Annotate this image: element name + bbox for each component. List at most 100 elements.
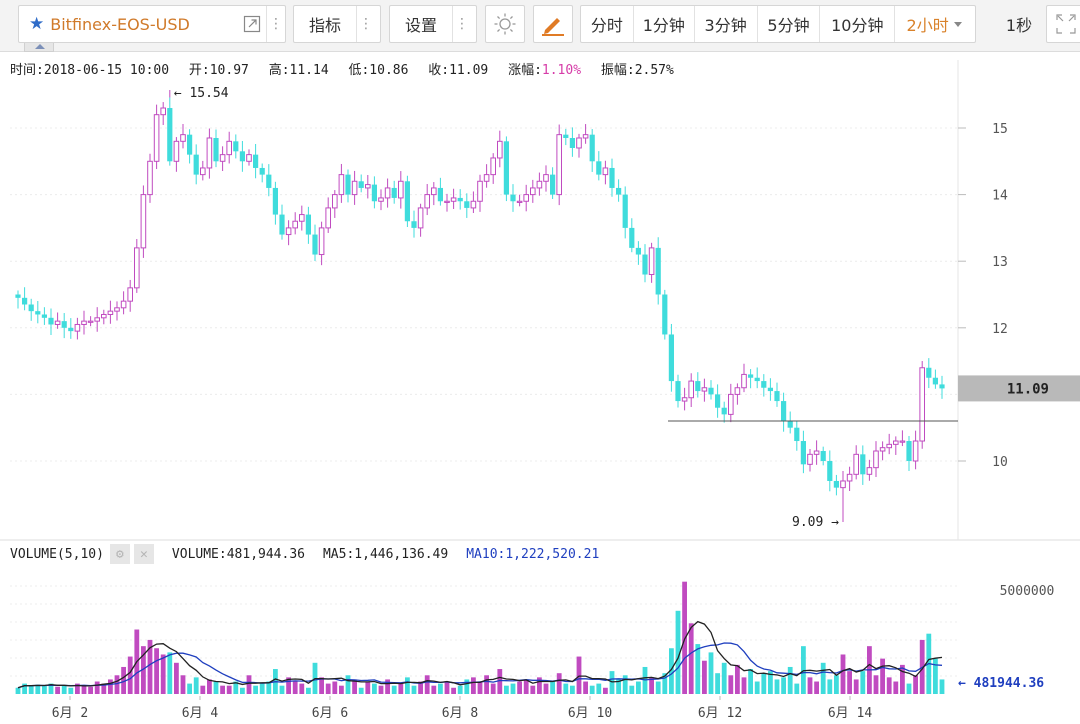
candle-body-down	[253, 154, 259, 168]
volume-bar	[372, 683, 377, 694]
price-tick-label: 12	[992, 322, 1008, 337]
candle-body-down	[827, 461, 833, 481]
candle-body-up	[226, 140, 232, 156]
interval-2h-dropdown[interactable]: 2小时	[895, 6, 975, 42]
candle-body-down	[642, 254, 648, 275]
candle-body-down	[437, 187, 443, 202]
volume-bar	[319, 677, 324, 694]
volume-bar	[787, 666, 793, 694]
star-icon[interactable]: ★	[29, 14, 45, 34]
info-high: 高:11.14	[268, 63, 329, 78]
volume-bar	[101, 683, 107, 694]
volume-bar	[358, 687, 364, 694]
volume-bar	[233, 681, 239, 694]
settings-button[interactable]: 设置	[404, 16, 437, 35]
volume-bar	[880, 658, 885, 694]
candle-body-down	[15, 294, 21, 298]
candle-body-up	[813, 450, 820, 455]
info-time: 时间:2018-06-15 10:00	[10, 63, 170, 78]
candle-body-up	[417, 207, 424, 229]
candle-body-up	[173, 140, 180, 162]
candle-body-up	[147, 160, 153, 196]
candle-body-up	[681, 397, 688, 402]
candle-body-down	[820, 451, 826, 461]
popout-icon[interactable]	[238, 15, 266, 33]
volume-bar	[893, 681, 899, 694]
volume-bar	[345, 675, 351, 694]
volume-bar	[147, 639, 153, 694]
volume-bar	[695, 644, 701, 694]
candle-body-down	[213, 137, 219, 162]
volume-bar	[339, 685, 344, 694]
symbol-selector[interactable]: ★ Bitfinex-EOS-USD ⋮	[18, 5, 286, 43]
volume-bar	[471, 677, 476, 694]
interval-group: 分时 1分钟 3分钟 5分钟 10分钟 2小时	[580, 5, 976, 43]
candle-body-up	[127, 287, 134, 302]
candle-body-up	[424, 194, 430, 209]
fullscreen-button[interactable]	[1046, 5, 1080, 43]
time-axis: 6月 2 6月 4 6月 6 6月 8 6月 10 6月 12 6月 14	[52, 696, 872, 721]
symbol-label[interactable]: Bitfinex-EOS-USD	[50, 14, 190, 34]
price-tick-label: 14	[992, 189, 1008, 204]
candle-body-up	[582, 134, 589, 139]
indicators-more-icon[interactable]: ⋮	[359, 16, 373, 32]
volume-bar	[847, 671, 852, 694]
symbol-more-icon[interactable]: ⋮	[269, 16, 283, 32]
volume-bar	[299, 683, 305, 694]
candle-body-up	[556, 134, 563, 196]
candle-body-up	[523, 194, 530, 202]
volume-ma-lines	[17, 620, 943, 689]
volume-ma10: MA10:1,222,520.21	[466, 546, 600, 562]
interval-active-label: 2小时	[906, 16, 949, 35]
candle-body-down	[358, 181, 364, 188]
info-change-label: 涨幅:	[508, 63, 542, 78]
close-icon[interactable]: ✕	[133, 544, 154, 564]
interval-fenshi[interactable]: 分时	[590, 16, 623, 35]
interval-5m[interactable]: 5分钟	[767, 16, 810, 35]
candle-body-up	[325, 207, 331, 229]
volume-bar	[240, 687, 245, 694]
candle-body-up	[873, 450, 879, 469]
volume-bar	[860, 671, 866, 694]
price-grid	[10, 127, 958, 462]
candle-body-up	[114, 307, 120, 312]
theme-button[interactable]	[485, 5, 525, 43]
candle-body-down	[761, 381, 767, 388]
volume-bar	[510, 683, 516, 694]
candle-body-up	[543, 174, 549, 182]
volume-bar	[81, 685, 87, 694]
interval-10m[interactable]: 10分钟	[831, 16, 884, 35]
volume-bar	[253, 685, 258, 694]
draw-button[interactable]	[533, 5, 573, 43]
candle-body-down	[774, 391, 780, 402]
refresh-rate[interactable]: 1秒	[1005, 16, 1033, 35]
volume-bar	[22, 683, 27, 694]
time-tick-label: 6月 8	[442, 706, 478, 721]
max-price-label: ← 15.54	[174, 86, 229, 101]
candle-body-up	[74, 323, 81, 332]
candle-body-down	[668, 334, 674, 382]
candle-body-up	[853, 453, 860, 475]
volume-bar	[477, 681, 483, 694]
candle-body-up	[576, 137, 582, 149]
candle-body-down	[345, 174, 351, 195]
indicators-button[interactable]: 指标	[308, 16, 341, 35]
symbol-dropdown-tab[interactable]	[24, 43, 54, 52]
candle-body-up	[497, 140, 503, 159]
candle-body-up	[893, 440, 899, 445]
candle-body-up	[87, 320, 94, 323]
time-tick-label: 6月 6	[312, 706, 348, 721]
interval-3m[interactable]: 3分钟	[704, 16, 747, 35]
candle-body-down	[305, 214, 311, 235]
sun-icon	[494, 13, 516, 35]
candle-body-up	[206, 137, 213, 169]
settings-more-icon[interactable]: ⋮	[455, 16, 469, 32]
interval-1m[interactable]: 1分钟	[642, 16, 685, 35]
volume-bar	[108, 679, 113, 694]
candle-body-down	[503, 141, 509, 195]
candle-body-down	[748, 374, 754, 378]
volume-bar	[187, 683, 192, 694]
volume-ma5: MA5:1,446,136.49	[322, 546, 449, 562]
gear-icon[interactable]: ⚙	[109, 544, 130, 564]
